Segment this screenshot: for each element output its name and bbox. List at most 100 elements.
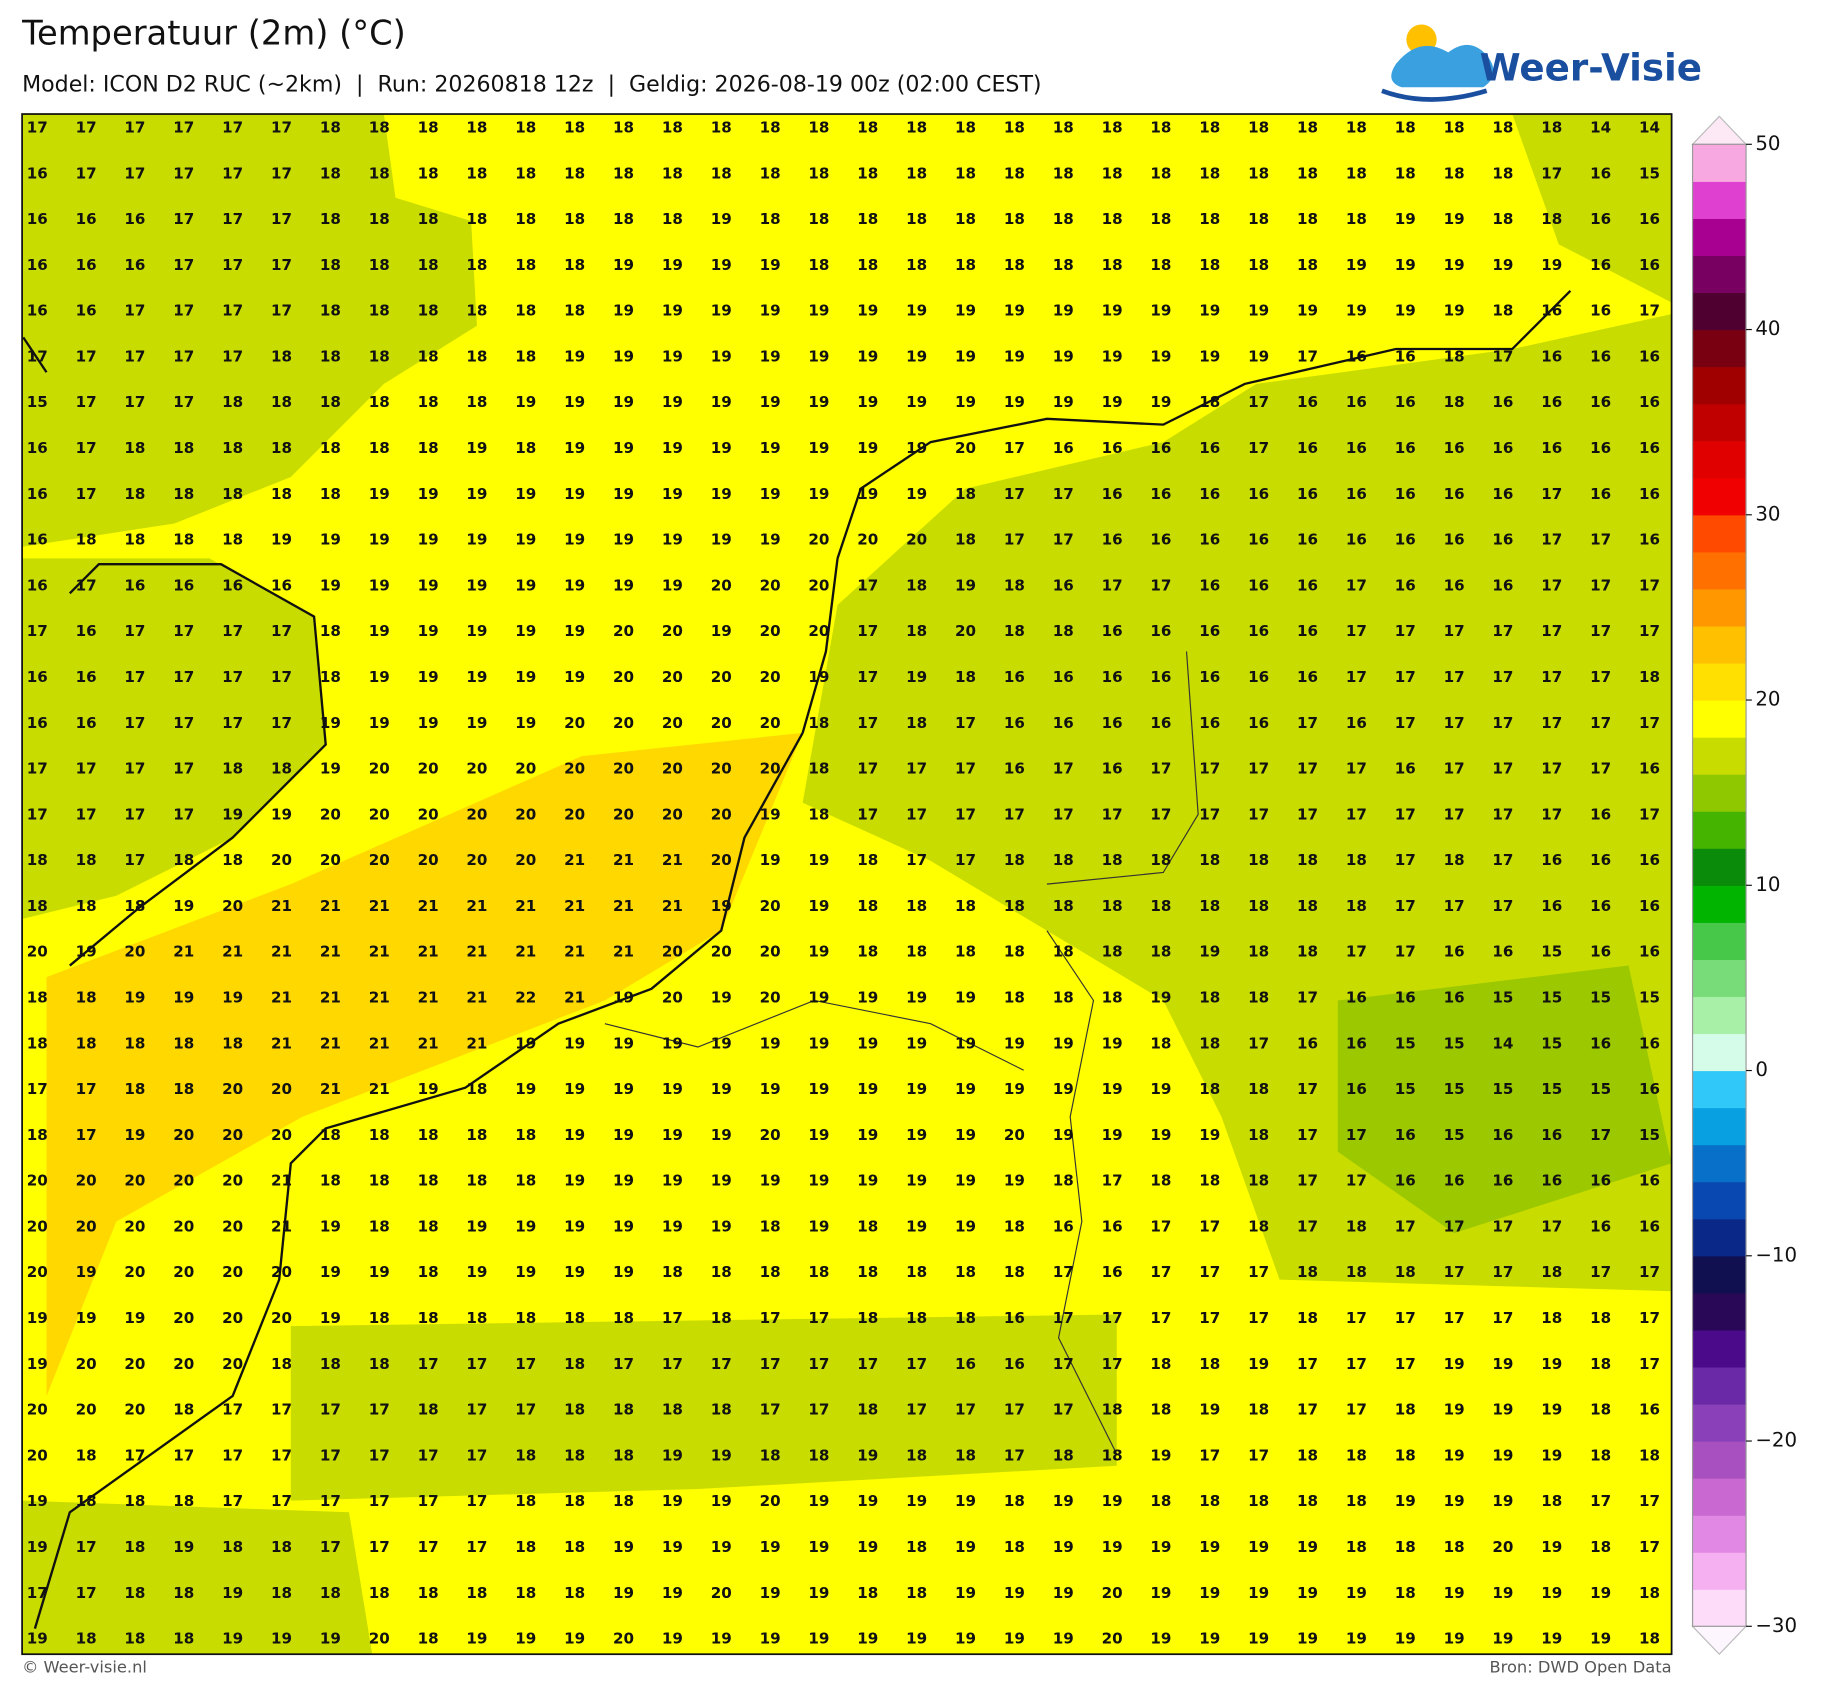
temperature-value: 19 [369, 485, 390, 503]
temperature-value: 14 [1492, 1034, 1513, 1052]
temperature-value: 18 [1297, 1263, 1318, 1281]
temperature-value: 18 [418, 1217, 439, 1235]
temperature-value: 18 [1346, 1538, 1367, 1556]
temperature-value: 16 [1102, 760, 1123, 778]
temperature-value: 17 [1395, 622, 1416, 640]
temperature-value: 19 [1004, 1584, 1025, 1602]
temperature-value: 19 [613, 1263, 634, 1281]
temperature-value: 19 [1541, 256, 1562, 274]
temperature-value: 19 [1395, 1630, 1416, 1648]
temperature-value: 17 [466, 1492, 487, 1510]
temperature-value: 20 [613, 622, 634, 640]
temperature-value: 21 [320, 943, 341, 961]
temperature-value: 16 [1346, 393, 1367, 411]
temperature-value: 17 [173, 302, 194, 320]
temperature-value: 18 [1297, 943, 1318, 961]
temperature-value: 21 [418, 989, 439, 1007]
temperature-value: 16 [1444, 1172, 1465, 1190]
temperature-value: 17 [222, 256, 243, 274]
temperature-value: 18 [857, 851, 878, 869]
temperature-value: 19 [662, 439, 683, 457]
temperature-value: 17 [1639, 1355, 1660, 1373]
colorbar-band [1692, 1366, 1747, 1405]
temperature-value: 19 [760, 1172, 781, 1190]
temperature-value: 19 [76, 1309, 97, 1327]
temperature-value: 19 [613, 1217, 634, 1235]
temperature-value: 19 [613, 1584, 634, 1602]
temperature-value: 17 [1492, 1309, 1513, 1327]
temperature-value: 17 [906, 805, 927, 823]
temperature-value: 19 [564, 347, 585, 365]
temperature-value: 20 [1102, 1630, 1123, 1648]
temperature-value: 18 [1590, 1538, 1611, 1556]
temperature-value: 18 [1150, 1355, 1171, 1373]
temperature-value: 16 [1004, 714, 1025, 732]
temperature-value: 19 [1004, 1080, 1025, 1098]
temperature-value: 20 [76, 1172, 97, 1190]
temperature-value: 16 [1639, 1034, 1660, 1052]
temperature-value: 18 [124, 1538, 145, 1556]
temperature-value: 20 [662, 943, 683, 961]
temperature-value: 19 [564, 1172, 585, 1190]
temperature-value: 18 [222, 485, 243, 503]
temperature-value: 20 [369, 851, 390, 869]
temperature-value: 18 [320, 210, 341, 228]
temperature-value: 20 [711, 1584, 732, 1602]
colorbar-tick-label: 50 [1755, 132, 1780, 155]
temperature-value: 20 [515, 805, 536, 823]
temperature-value: 18 [1297, 1446, 1318, 1464]
temperature-value: 16 [1444, 576, 1465, 594]
temperature-value: 19 [1444, 1446, 1465, 1464]
temperature-value: 19 [662, 576, 683, 594]
land-region [1512, 114, 1672, 303]
temperature-value: 17 [1590, 760, 1611, 778]
temperature-value: 19 [808, 943, 829, 961]
temperature-value: 18 [1102, 989, 1123, 1007]
temperature-value: 17 [1102, 1172, 1123, 1190]
temperature-value: 18 [564, 302, 585, 320]
temperature-value: 17 [418, 1355, 439, 1373]
temperature-value: 18 [271, 439, 292, 457]
temperature-value: 20 [662, 760, 683, 778]
temperature-value: 21 [320, 1034, 341, 1052]
temperature-value: 18 [1346, 1492, 1367, 1510]
temperature-value: 17 [173, 805, 194, 823]
temperature-value: 18 [369, 1584, 390, 1602]
temperature-value: 16 [1590, 1172, 1611, 1190]
temperature-value: 19 [857, 1630, 878, 1648]
temperature-value: 17 [27, 1080, 48, 1098]
logo-text: Weer-Visie [1480, 45, 1702, 89]
temperature-value: 17 [271, 210, 292, 228]
coastline [22, 290, 1572, 1629]
temperature-value: 17 [369, 1538, 390, 1556]
temperature-value: 19 [808, 1172, 829, 1190]
temperature-value: 17 [271, 668, 292, 686]
temperature-value: 18 [124, 531, 145, 549]
temperature-value: 17 [1199, 805, 1220, 823]
warm-sea-region [46, 732, 803, 1396]
temperature-value: 16 [1346, 485, 1367, 503]
temperature-value: 19 [906, 302, 927, 320]
temperature-value: 18 [222, 760, 243, 778]
temperature-value: 16 [1395, 576, 1416, 594]
temperature-value: 16 [1444, 485, 1465, 503]
temperature-value: 18 [466, 1584, 487, 1602]
temperature-value: 18 [1492, 210, 1513, 228]
temperature-value: 19 [564, 1034, 585, 1052]
temperature-value: 16 [1297, 576, 1318, 594]
temperature-value: 19 [955, 1172, 976, 1190]
temperature-value: 17 [76, 485, 97, 503]
temperature-value: 19 [27, 1538, 48, 1556]
temperature-value: 16 [1199, 576, 1220, 594]
temperature-value: 17 [173, 668, 194, 686]
temperature-value: 19 [1053, 1492, 1074, 1510]
temperature-value: 19 [955, 1630, 976, 1648]
temperature-value: 19 [1102, 302, 1123, 320]
temperature-value: 18 [466, 1172, 487, 1190]
temperature-value: 19 [1395, 1492, 1416, 1510]
temperature-value: 20 [27, 1172, 48, 1190]
colorbar-band [1692, 959, 1747, 998]
temperature-value: 17 [271, 1446, 292, 1464]
temperature-value: 17 [1297, 1126, 1318, 1144]
